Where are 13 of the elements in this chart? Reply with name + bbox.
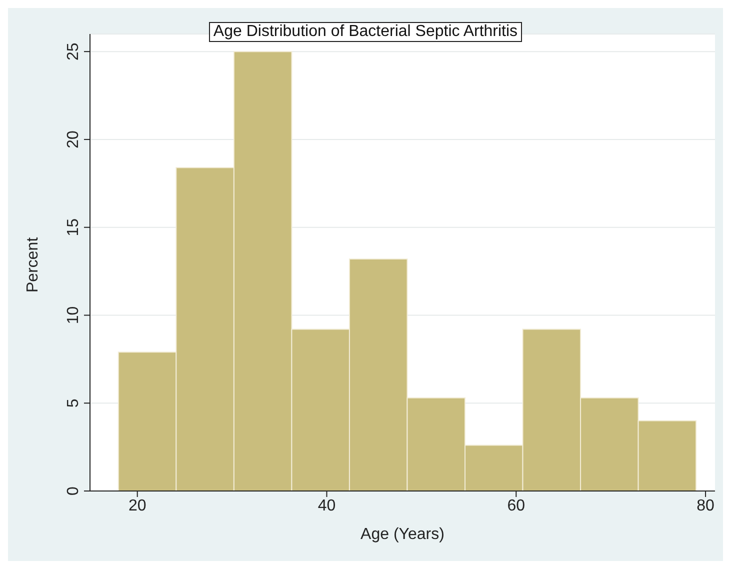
chart-title: Age Distribution of Bacterial Septic Arthritis (209, 22, 522, 42)
x-axis-title: Age (Years) (360, 526, 444, 543)
y-tick-label: 25 (65, 42, 82, 60)
y-tick-label: 20 (65, 130, 82, 148)
x-tick-label: 20 (128, 497, 146, 514)
y-axis-title: Percent (24, 236, 42, 292)
x-tick-label: 60 (507, 497, 526, 514)
y-tick-label: 15 (65, 218, 82, 236)
y-tick-label: 0 (65, 486, 82, 496)
y-tick-label: 5 (65, 398, 82, 408)
x-tick-label: 80 (696, 497, 715, 514)
x-tick-label: 40 (318, 497, 336, 514)
y-tick-label: 10 (65, 306, 82, 324)
